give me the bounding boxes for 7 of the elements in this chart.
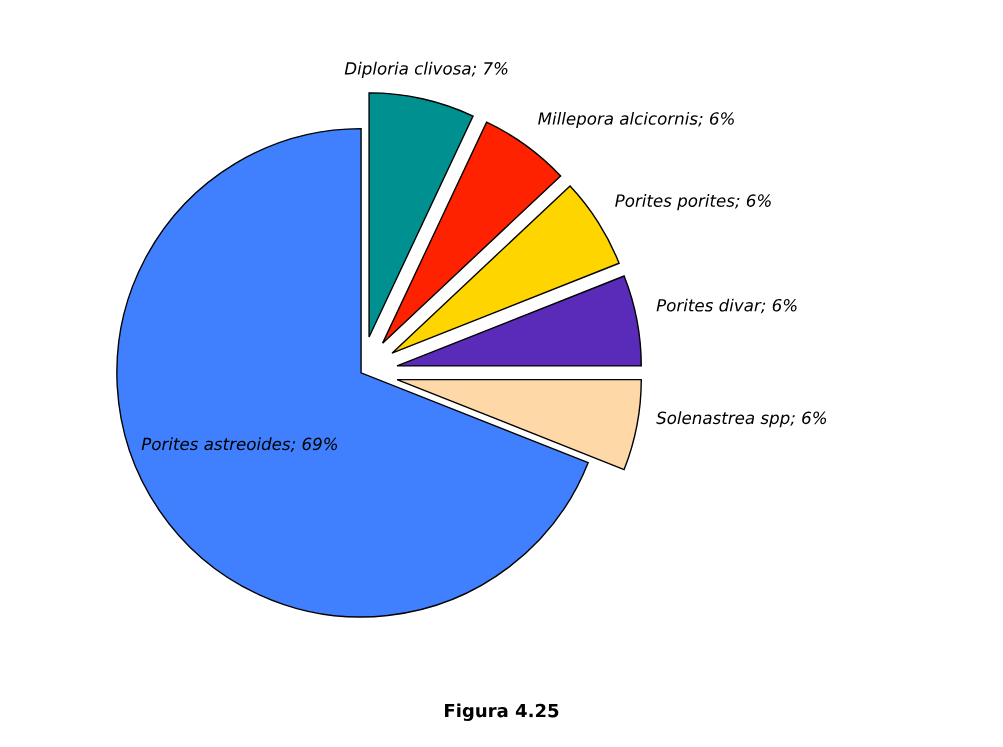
text: Figura 4.25 <box>445 703 559 722</box>
slice-label: Porites divar; 6% <box>656 298 797 314</box>
slice-label: Porites porites; 6% <box>615 194 771 211</box>
slice-label: Solenastrea spp; 6% <box>656 411 827 428</box>
slice-label: Diploria clivosa; 7% <box>344 61 508 78</box>
slice-label: Millepora alcicornis; 6% <box>538 111 734 129</box>
slice-label: Porites astreoides; 69% <box>141 437 338 452</box>
